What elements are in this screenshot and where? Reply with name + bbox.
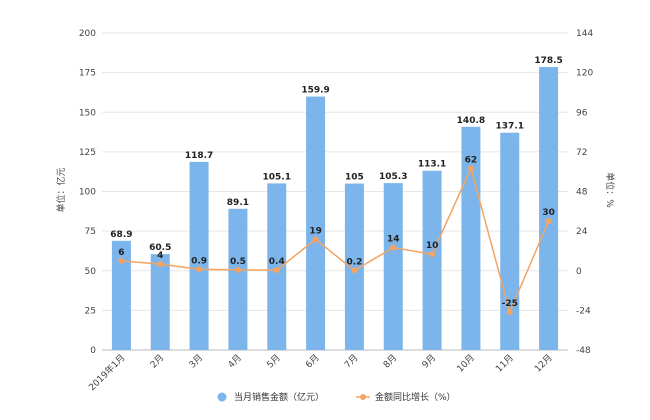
line-value-label: 4 <box>157 251 163 261</box>
legend: 当月销售金额（亿元） 金额同比增长（%） <box>217 391 456 403</box>
line-value-label: 6 <box>118 248 124 258</box>
left-tick-label: 125 <box>79 148 96 158</box>
x-tick-label: 7月 <box>342 352 360 370</box>
line-value-label: 0.2 <box>346 257 362 267</box>
line-value-label: 14 <box>387 235 400 245</box>
left-tick-label: 150 <box>79 108 96 118</box>
bar-value-label: 113.1 <box>418 160 446 170</box>
x-tick-label: 2019年1月 <box>86 352 127 393</box>
right-tick-label: 24 <box>576 227 588 237</box>
line-value-label: -25 <box>502 299 518 309</box>
x-tick-label: 10月 <box>455 352 477 374</box>
bar <box>306 96 326 350</box>
line-series <box>118 165 552 316</box>
right-tick-label: 48 <box>576 188 588 198</box>
bar-value-label: 89.1 <box>227 198 249 208</box>
right-tick-label: -24 <box>576 306 591 316</box>
left-tick-label: 0 <box>90 346 96 356</box>
bar <box>461 126 481 350</box>
x-tick-label: 11月 <box>494 352 516 374</box>
bar <box>267 183 287 350</box>
left-tick-label: 25 <box>85 306 96 316</box>
line-point <box>467 165 474 172</box>
line-point <box>351 267 358 274</box>
bar <box>539 67 559 350</box>
bar-value-label: 178.5 <box>534 56 562 66</box>
left-tick-label: 175 <box>79 69 96 79</box>
bar <box>150 254 170 350</box>
left-tick-label: 200 <box>79 29 96 39</box>
bar <box>189 161 209 350</box>
line-value-label: 62 <box>465 155 478 165</box>
line-value-label: 19 <box>309 226 322 236</box>
line-point <box>157 261 164 268</box>
bar <box>111 240 131 350</box>
bar-value-label: 159.9 <box>301 86 329 96</box>
line-point <box>234 266 241 273</box>
left-tick-label: 75 <box>85 227 96 237</box>
right-tick-label: 0 <box>576 267 582 277</box>
bar <box>422 170 442 350</box>
x-tick-label: 12月 <box>532 352 554 374</box>
line-point <box>118 257 125 264</box>
legend-bar-label: 当月销售金额（亿元） <box>234 391 324 403</box>
growth-line <box>121 166 550 315</box>
line-data-labels: 6 4 0.9 0.5 0.4 19 0.2 14 10 62 -25 30 <box>118 155 555 309</box>
line-point <box>545 218 552 225</box>
x-axis-ticks: 2019年1月 2月 3月 4月 5月 6月 7月 8月 9月 10月 11月 12月 <box>86 352 555 393</box>
line-point <box>273 267 280 274</box>
line-point <box>196 266 203 273</box>
bar-value-label: 140.8 <box>457 116 485 126</box>
line-value-label: 30 <box>542 208 555 218</box>
x-tick-label: 9月 <box>420 352 438 370</box>
x-tick-label: 8月 <box>381 352 399 370</box>
line-value-label: 0.9 <box>191 256 207 266</box>
bar-value-label: 105.1 <box>263 172 291 182</box>
line-value-label: 0.4 <box>269 257 285 267</box>
x-tick-label: 2月 <box>148 352 166 370</box>
x-tick-label: 3月 <box>187 352 205 370</box>
line-value-label: 10 <box>426 241 439 251</box>
right-tick-label: 120 <box>576 69 593 79</box>
gridlines <box>102 32 568 351</box>
x-tick-label: 4月 <box>226 352 244 370</box>
left-tick-label: 50 <box>85 267 97 277</box>
line-point <box>506 309 513 316</box>
bar-value-label: 137.1 <box>496 122 524 132</box>
line-point <box>312 236 319 243</box>
bar <box>500 132 520 350</box>
bar-value-label: 118.7 <box>185 151 213 161</box>
right-axis-title: 单位：% <box>604 172 616 208</box>
bar-value-label: 105.3 <box>379 172 407 182</box>
right-tick-label: 144 <box>576 29 593 39</box>
left-axis-ticks: 0 25 50 75 100 125 150 175 200 <box>79 29 96 356</box>
legend-line-label: 金额同比增长（%） <box>375 391 456 403</box>
legend-line-marker <box>360 394 366 400</box>
line-point <box>429 251 436 258</box>
right-tick-label: -48 <box>576 346 591 356</box>
x-tick-label: 6月 <box>304 352 322 370</box>
right-tick-label: 96 <box>576 108 588 118</box>
bar-data-labels: 68.9 60.5 118.7 89.1 105.1 159.9 105 105.3 113.1… <box>110 56 563 253</box>
bar <box>383 183 403 350</box>
bar-series <box>111 67 559 350</box>
bar-value-label: 60.5 <box>149 243 171 253</box>
right-axis-ticks: -48 -24 0 24 48 72 96 120 144 <box>576 29 593 356</box>
left-tick-label: 100 <box>79 188 96 198</box>
line-point <box>390 244 397 251</box>
bar-value-label: 105 <box>345 173 364 183</box>
bar <box>228 208 248 350</box>
bar-value-label: 68.9 <box>110 230 132 240</box>
x-tick-label: 5月 <box>265 352 283 370</box>
right-tick-label: 72 <box>576 148 587 158</box>
bar <box>344 183 364 350</box>
left-axis-title: 单位：亿元 <box>55 167 67 212</box>
line-value-label: 0.5 <box>230 257 246 267</box>
legend-bar-marker <box>217 392 227 402</box>
